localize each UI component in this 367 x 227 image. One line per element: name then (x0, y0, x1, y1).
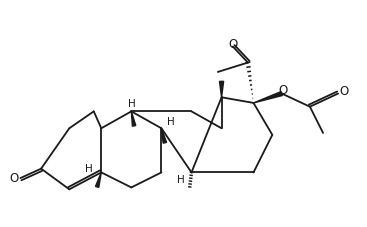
Text: O: O (229, 38, 238, 51)
Text: H: H (177, 175, 185, 185)
Polygon shape (161, 128, 167, 143)
Text: H: H (167, 117, 175, 127)
Polygon shape (131, 111, 136, 126)
Text: H: H (128, 99, 136, 109)
Text: O: O (10, 172, 19, 185)
Text: O: O (340, 85, 349, 98)
Polygon shape (219, 81, 224, 97)
Text: H: H (85, 164, 93, 174)
Polygon shape (95, 173, 101, 187)
Text: O: O (278, 84, 287, 97)
Polygon shape (254, 91, 282, 103)
